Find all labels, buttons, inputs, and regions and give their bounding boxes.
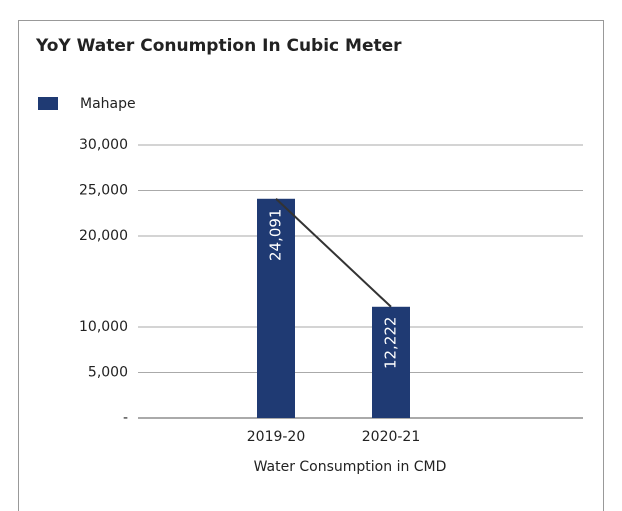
data-label: 24,091	[267, 209, 285, 262]
x-tick-label: 2020-21	[362, 429, 421, 445]
x-tick-label: 2019-20	[247, 429, 306, 445]
y-tick-label: -	[123, 410, 128, 426]
y-tick-label: 25,000	[79, 183, 128, 199]
trend-line	[275, 198, 392, 308]
chart-title: YoY Water Conumption In Cubic Meter	[35, 36, 402, 56]
bar	[372, 306, 410, 418]
legend-swatch	[38, 97, 58, 110]
panel	[18, 20, 604, 511]
y-tick-label: 30,000	[79, 137, 128, 153]
bar	[257, 198, 295, 418]
data-label: 12,222	[382, 317, 400, 370]
y-tick-label: 20,000	[79, 228, 128, 244]
x-axis-label: Water Consumption in CMD	[254, 459, 447, 475]
y-tick-label: 10,000	[79, 319, 128, 335]
y-tick-label: 5,000	[88, 365, 128, 381]
legend-label: Mahape	[80, 96, 136, 112]
